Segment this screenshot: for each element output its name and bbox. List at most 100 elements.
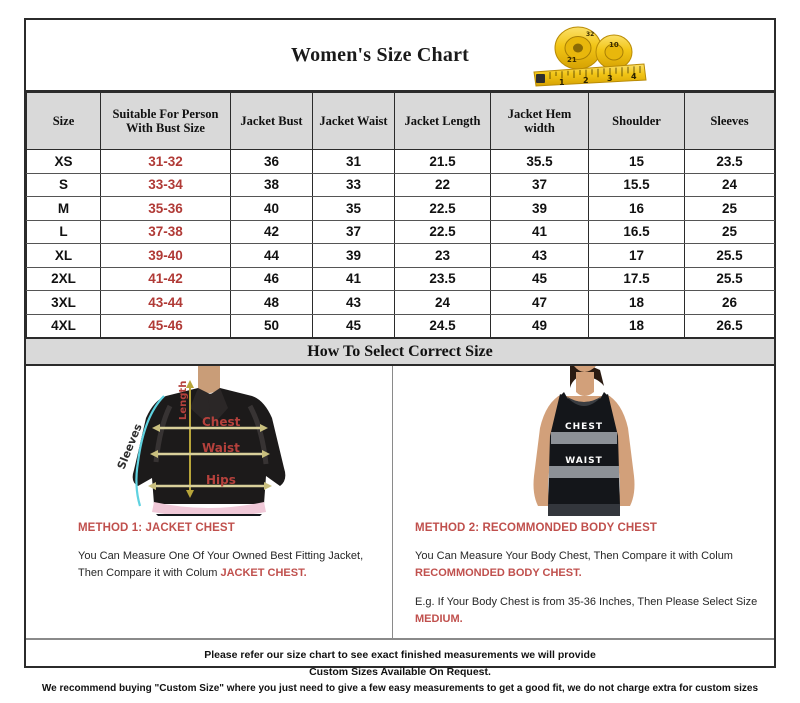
table-row: 4XL 45-46 50 45 24.5 49 18 26.5 [26,313,775,339]
cell-jacket-bust: 48 [230,290,313,315]
tape-measure-icon: 2 1 32 10 [526,22,656,90]
method-1-paragraph-accent: JACKET CHEST. [220,567,307,580]
cell-shoulder: 17.5 [588,266,685,291]
cell-sleeves: 24 [684,172,775,197]
cell-sleeves: 25 [684,219,775,244]
cell-jacket-bust: 40 [230,196,313,221]
method-2-text: METHOD 2: RECOMMONDED BODY CHEST You Can… [393,516,774,628]
method-2-paragraph-1-text: You Can Measure Your Body Chest, Then Co… [415,550,733,562]
cell-sleeves: 25.5 [684,243,775,268]
cell-shoulder: 15.5 [588,172,685,197]
svg-text:3: 3 [607,74,613,83]
cell-shoulder: 18 [588,313,685,339]
svg-text:2: 2 [583,76,589,85]
cell-size: M [26,196,101,221]
method-2-paragraph-1-accent: RECOMMONDED BODY CHEST. [415,567,582,580]
cell-jacket-waist: 33 [312,172,395,197]
table-row: S 33-34 38 33 22 37 15.5 24 [26,172,775,197]
cell-sleeves: 26 [684,290,775,315]
column-header-sleeves: Sleeves [684,92,775,150]
cell-jacket-length: 24 [394,290,491,315]
cell-shoulder: 16 [588,196,685,221]
body-figure-graphic: CHEST WAIST [533,366,634,516]
cell-bust-range: 45-46 [100,313,231,339]
method-2-title: METHOD 2: RECOMMONDED BODY CHEST [415,522,657,534]
title-row: Women's Size Chart 2 1 [26,20,774,92]
cell-size: L [26,219,101,244]
cell-bust-range: 35-36 [100,196,231,221]
cell-sleeves: 25 [684,196,775,221]
how-to-select-banner: How To Select Correct Size [26,339,774,366]
table-row: 3XL 43-44 48 43 24 47 18 26 [26,290,775,315]
cell-hem-width: 49 [490,313,589,339]
methods-section: Chest Waist Hips Length Sleeves METHOD 1… [26,366,774,640]
cell-size: S [26,172,101,197]
cell-jacket-length: 22.5 [394,219,491,244]
size-table: Size Suitable For Person With Bust Size … [26,92,775,339]
method-2-paragraph-1: You Can Measure Your Body Chest, Then Co… [415,548,760,582]
cell-jacket-bust: 46 [230,266,313,291]
svg-text:4: 4 [631,72,637,81]
method-2-paragraph-2-text: E.g. If Your Body Chest is from 35-36 In… [415,596,758,609]
cell-shoulder: 15 [588,149,685,174]
cell-jacket-bust: 44 [230,243,313,268]
cell-jacket-length: 21.5 [394,149,491,174]
cell-size: XS [26,149,101,174]
cell-hem-width: 41 [490,219,589,244]
cell-bust-range: 33-34 [100,172,231,197]
figure-label-waist: Waist [202,441,240,455]
svg-text:1: 1 [559,78,565,87]
column-header-jacket-waist: Jacket Waist [312,92,395,150]
column-header-hem-width: Jacket Hem width [490,92,589,150]
footer-line-2: Custom Sizes Available On Request. [309,666,491,678]
cell-jacket-length: 23 [394,243,491,268]
cell-hem-width: 47 [490,290,589,315]
cell-sleeves: 25.5 [684,266,775,291]
cell-jacket-waist: 39 [312,243,395,268]
cell-size: XL [26,243,101,268]
cell-hem-width: 35.5 [490,149,589,174]
cell-jacket-length: 23.5 [394,266,491,291]
tape-measure-graphic: 2 1 32 10 [533,26,647,87]
cell-bust-range: 43-44 [100,290,231,315]
cell-bust-range: 31-32 [100,149,231,174]
cell-jacket-waist: 35 [312,196,395,221]
cell-jacket-waist: 31 [312,149,395,174]
cell-shoulder: 17 [588,243,685,268]
column-header-suitable-bust: Suitable For Person With Bust Size [100,92,231,150]
cell-jacket-bust: 50 [230,313,313,339]
cell-jacket-waist: 45 [312,313,395,339]
cell-hem-width: 37 [490,172,589,197]
method-2-paragraph-2: E.g. If Your Body Chest is from 35-36 In… [415,594,760,628]
column-header-shoulder: Shoulder [588,92,685,150]
footer-line-1: Please refer our size chart to see exact… [204,649,596,661]
column-header-size: Size [26,92,101,150]
method-1-paragraph-text: You Can Measure One Of Your Owned Best F… [78,550,364,580]
figure-label-waist: WAIST [565,456,602,466]
figure-label-length: Length [178,381,189,420]
svg-text:10: 10 [609,41,619,49]
cell-hem-width: 39 [490,196,589,221]
page-title: Women's Size Chart [290,43,470,66]
figure-label-chest: Chest [202,415,241,429]
svg-text:32: 32 [586,31,594,38]
footer-note: Please refer our size chart to see exact… [26,640,774,703]
cell-size: 2XL [26,266,101,291]
cell-hem-width: 45 [490,266,589,291]
method-2-panel: CHEST WAIST METHOD 2: RECOMMONDED BODY C… [393,366,774,638]
figure-label-chest: CHEST [565,422,603,432]
column-header-jacket-length: Jacket Length [394,92,491,150]
size-chart-frame: Women's Size Chart 2 1 [24,18,776,694]
method-1-paragraph: You Can Measure One Of Your Owned Best F… [78,548,374,582]
table-row: XL 39-40 44 39 23 43 17 25.5 [26,243,775,268]
table-row: L 37-38 42 37 22.5 41 16.5 25 [26,219,775,244]
cell-size: 3XL [26,290,101,315]
cell-jacket-waist: 41 [312,266,395,291]
cell-sleeves: 23.5 [684,149,775,174]
method-2-paragraph-2-accent: MEDIUM. [415,613,463,626]
body-measurement-figure: CHEST WAIST [393,366,774,516]
cell-shoulder: 18 [588,290,685,315]
column-header-jacket-bust: Jacket Bust [230,92,313,150]
table-header-row: Size Suitable For Person With Bust Size … [26,92,775,150]
